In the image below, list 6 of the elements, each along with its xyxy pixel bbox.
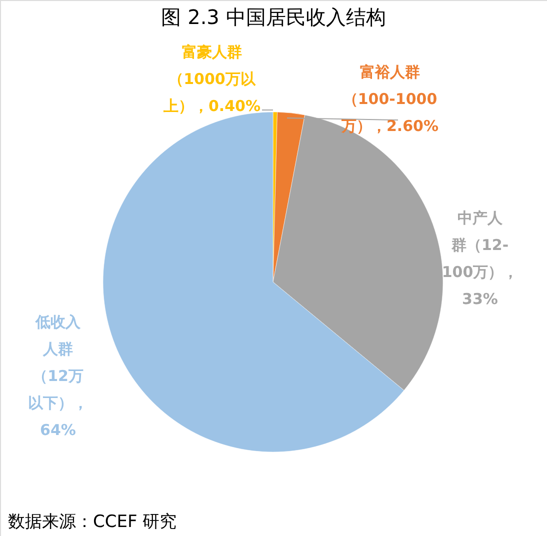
slice-label: 富豪人群（1000万以上），0.40% — [162, 43, 261, 115]
chart-title: 图 2.3 中国居民收入结构 — [161, 5, 386, 29]
slice-label: 低收入人群（12万以下），64% — [28, 313, 88, 439]
slice-label: 中产人群（12-100万），33% — [442, 209, 518, 308]
slice-label: 富裕人群（100-1000万），2.60% — [340, 63, 439, 135]
source-note: 数据来源：CCEF 研究 — [8, 512, 177, 532]
